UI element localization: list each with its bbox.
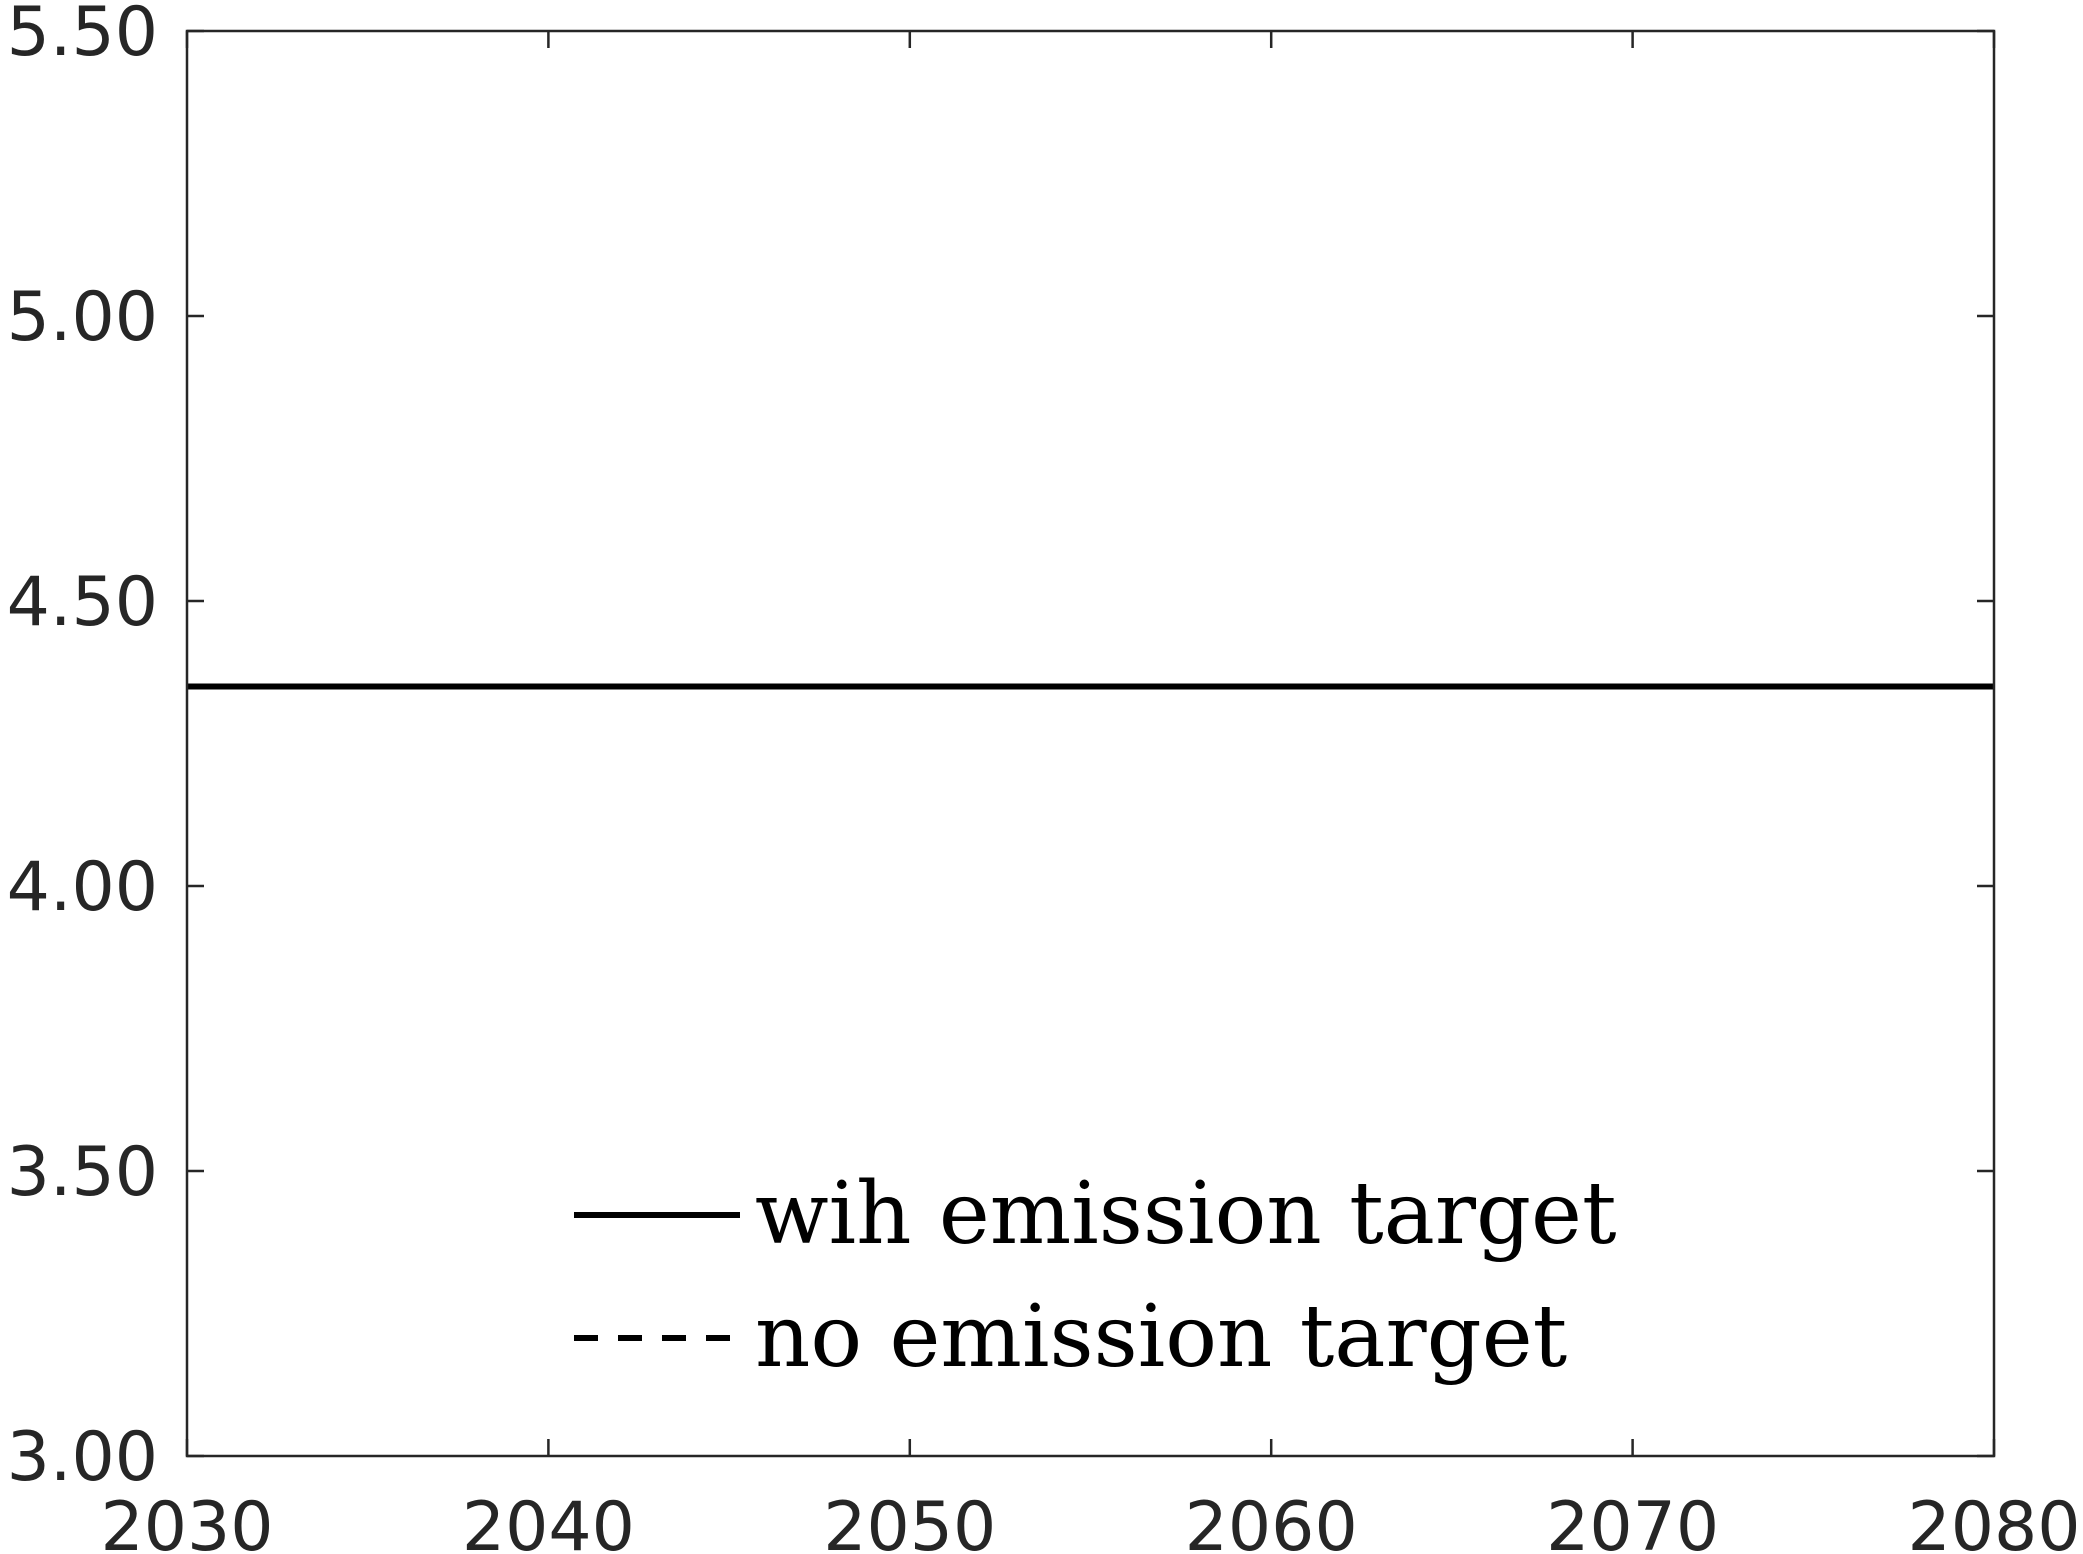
legend: wih emission target no emission target <box>574 1164 1617 1387</box>
y-tick-label: 4.00 <box>7 848 158 927</box>
x-tick-label: 2030 <box>100 1488 273 1554</box>
y-tick-label: 3.00 <box>7 1418 158 1497</box>
legend-label-0: wih emission target <box>755 1164 1617 1264</box>
x-tick-label: 2070 <box>1546 1488 1719 1554</box>
legend-label-1: no emission target <box>755 1287 1567 1387</box>
x-tick-labels: 2030 2040 2050 2060 2070 2080 <box>100 1488 2080 1554</box>
plot-frame <box>185 29 1996 1458</box>
x-tick-label: 2040 <box>462 1488 635 1554</box>
y-tick-label: 3.50 <box>7 1133 158 1212</box>
y-tick-labels: 3.00 3.50 4.00 4.50 5.00 5.50 <box>7 0 158 1497</box>
x-tick-label: 2060 <box>1185 1488 1358 1554</box>
x-tick-label: 2080 <box>1907 1488 2080 1554</box>
plot-background <box>187 31 1994 1456</box>
x-tick-label: 2050 <box>823 1488 996 1554</box>
y-tick-label: 4.50 <box>7 563 158 642</box>
y-tick-label: 5.00 <box>7 278 158 357</box>
y-tick-label: 5.50 <box>7 0 158 72</box>
